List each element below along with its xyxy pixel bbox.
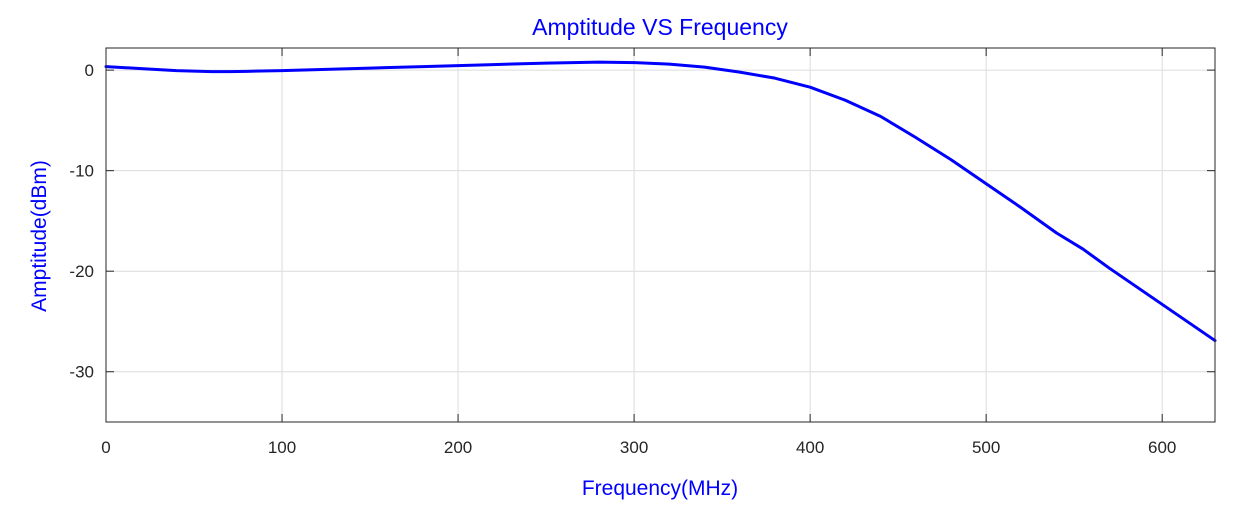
x-tick-label: 300 (620, 438, 648, 457)
grid (106, 48, 1215, 422)
axes (105, 47, 1216, 423)
axes-box (105, 47, 1216, 423)
x-tick-label: 600 (1148, 438, 1176, 457)
x-axis-label: Frequency(MHz) (582, 477, 738, 500)
x-tick-label: 200 (444, 438, 472, 457)
y-tick-label: 0 (85, 61, 94, 80)
x-tick-label: 0 (101, 438, 110, 457)
chart-title: Amptitude VS Frequency (532, 14, 788, 40)
y-tick-label: -30 (69, 363, 94, 382)
plot-background (106, 48, 1215, 422)
y-axis-label: Amptitude(dBm) (28, 160, 51, 312)
plot-area (104, 60, 1217, 343)
y-tick-label: -10 (69, 162, 94, 181)
x-tick-label: 400 (796, 438, 824, 457)
x-tick-label: 100 (268, 438, 296, 457)
x-tick-label: 500 (972, 438, 1000, 457)
series-line-0 (104, 60, 1217, 343)
y-tick-label: -20 (69, 262, 94, 281)
ticks: 0 100 200 300 400 500 600 0 -10 -20 -30 (69, 48, 1215, 457)
